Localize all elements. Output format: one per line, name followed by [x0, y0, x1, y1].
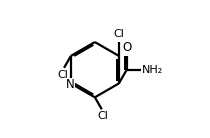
Text: NH₂: NH₂ — [142, 65, 163, 75]
Text: N: N — [66, 78, 75, 91]
Text: Cl: Cl — [113, 29, 124, 39]
Text: Cl: Cl — [58, 70, 68, 80]
Text: O: O — [122, 41, 131, 54]
Text: Cl: Cl — [97, 111, 108, 121]
